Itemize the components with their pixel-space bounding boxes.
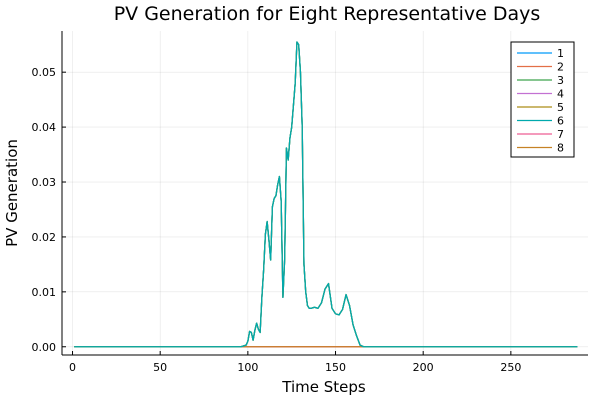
y-tick-label: 0.01 <box>32 286 57 299</box>
legend-label: 8 <box>557 142 564 155</box>
y-tick-label: 0.05 <box>32 66 57 79</box>
y-tick-label: 0.04 <box>32 121 57 134</box>
x-tick-label: 150 <box>325 361 346 374</box>
y-tick-label: 0.02 <box>32 231 57 244</box>
legend-label: 6 <box>557 115 564 128</box>
legend-label: 3 <box>557 74 564 87</box>
series-6-line <box>74 41 578 348</box>
x-tick-label: 50 <box>153 361 167 374</box>
legend-label: 1 <box>557 47 564 60</box>
legend-label: 5 <box>557 101 564 114</box>
y-axis-label: PV Generation <box>3 139 21 247</box>
legend-box <box>510 41 575 158</box>
x-tick-label: 0 <box>69 361 76 374</box>
y-tick-label: 0.00 <box>32 341 57 354</box>
x-tick-label: 250 <box>500 361 521 374</box>
x-ticks: 0 50 100 150 200 250 <box>69 351 521 374</box>
y-ticks: 0.00 0.01 0.02 0.03 0.04 0.05 <box>32 66 66 354</box>
x-tick-label: 100 <box>237 361 258 374</box>
legend-label: 4 <box>557 88 564 101</box>
x-tick-label: 200 <box>413 361 434 374</box>
x-axis-label: Time Steps <box>281 378 366 396</box>
y-tick-label: 0.03 <box>32 176 57 189</box>
legend-label: 2 <box>557 61 564 74</box>
series-lines <box>74 41 578 348</box>
legend-label: 7 <box>557 128 564 141</box>
chart-title: PV Generation for Eight Representative D… <box>114 3 541 25</box>
